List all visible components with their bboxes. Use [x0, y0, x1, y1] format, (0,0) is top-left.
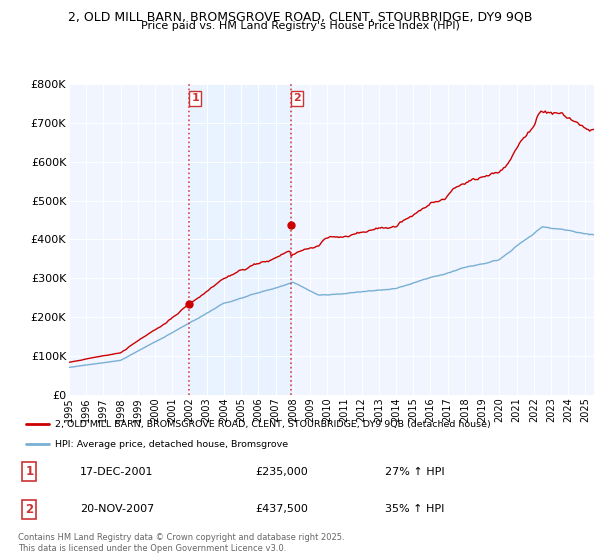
- Text: 1: 1: [25, 465, 34, 478]
- Text: 17-DEC-2001: 17-DEC-2001: [80, 467, 154, 477]
- Text: 2, OLD MILL BARN, BROMSGROVE ROAD, CLENT, STOURBRIDGE, DY9 9QB (detached house): 2, OLD MILL BARN, BROMSGROVE ROAD, CLENT…: [55, 420, 490, 429]
- Text: HPI: Average price, detached house, Bromsgrove: HPI: Average price, detached house, Brom…: [55, 440, 288, 449]
- Bar: [189, 84, 291, 395]
- Text: 27% ↑ HPI: 27% ↑ HPI: [385, 467, 444, 477]
- Text: 2: 2: [293, 94, 301, 104]
- Text: Contains HM Land Registry data © Crown copyright and database right 2025.
This d: Contains HM Land Registry data © Crown c…: [18, 533, 344, 553]
- Text: 2: 2: [25, 503, 34, 516]
- Text: Price paid vs. HM Land Registry's House Price Index (HPI): Price paid vs. HM Land Registry's House …: [140, 21, 460, 31]
- Text: £437,500: £437,500: [255, 504, 308, 514]
- Text: 20-NOV-2007: 20-NOV-2007: [80, 504, 154, 514]
- Text: 2, OLD MILL BARN, BROMSGROVE ROAD, CLENT, STOURBRIDGE, DY9 9QB: 2, OLD MILL BARN, BROMSGROVE ROAD, CLENT…: [68, 10, 532, 23]
- Text: £235,000: £235,000: [255, 467, 308, 477]
- Text: 1: 1: [191, 94, 199, 104]
- Text: 35% ↑ HPI: 35% ↑ HPI: [385, 504, 444, 514]
